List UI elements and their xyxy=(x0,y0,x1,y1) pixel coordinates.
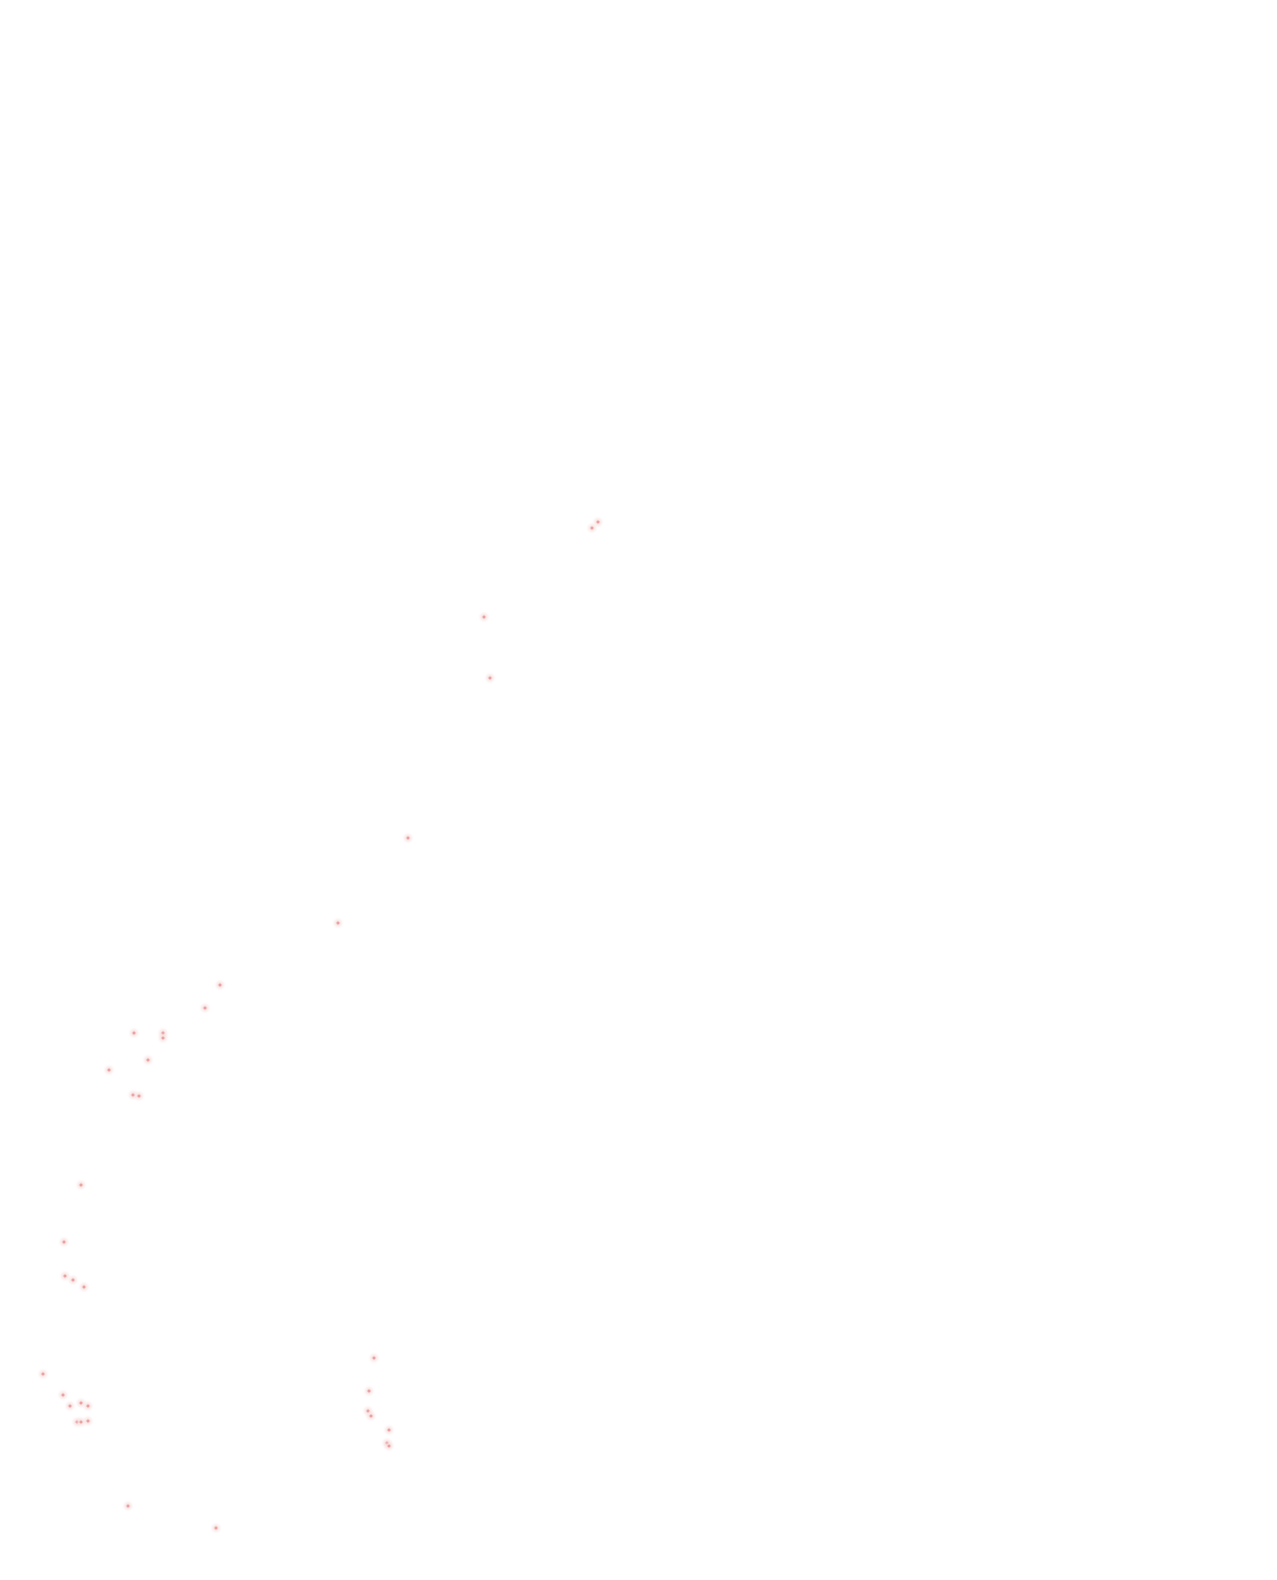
speck-mark xyxy=(79,1401,83,1405)
speck-mark xyxy=(61,1393,65,1397)
speck-mark xyxy=(126,1504,130,1508)
speck-mark xyxy=(71,1278,75,1282)
speck-mark xyxy=(366,1409,370,1413)
speck-mark xyxy=(482,615,486,619)
speck-mark xyxy=(79,1183,83,1187)
speck-mark xyxy=(214,1526,218,1530)
speck-mark xyxy=(336,921,340,925)
speck-mark xyxy=(596,520,600,524)
speck-mark xyxy=(369,1414,373,1418)
speck-mark xyxy=(218,983,222,987)
speck-mark xyxy=(86,1419,90,1423)
speck-mark xyxy=(203,1006,207,1010)
speck-mark xyxy=(385,1441,389,1445)
speck-mark xyxy=(406,836,410,840)
speck-mark xyxy=(488,676,492,680)
speck-mark xyxy=(75,1420,79,1424)
speck-mark xyxy=(86,1404,90,1408)
speck-mark xyxy=(387,1428,391,1432)
speck-mark xyxy=(79,1420,83,1424)
speck-mark xyxy=(137,1094,141,1098)
speck-mark xyxy=(372,1356,376,1360)
speck-mark xyxy=(132,1031,136,1035)
speck-mark xyxy=(131,1093,135,1097)
speck-mark xyxy=(62,1240,66,1244)
speck-mark xyxy=(68,1404,72,1408)
speck-mark xyxy=(63,1274,67,1278)
speck-mark xyxy=(387,1444,391,1448)
speck-mark xyxy=(367,1389,371,1393)
speck-mark xyxy=(41,1372,45,1376)
speck-mark xyxy=(161,1031,165,1035)
speck-mark xyxy=(107,1068,111,1072)
speck-mark xyxy=(161,1036,165,1040)
speck-mark xyxy=(590,526,594,530)
speck-mark xyxy=(146,1058,150,1062)
speck-mark xyxy=(82,1285,86,1289)
